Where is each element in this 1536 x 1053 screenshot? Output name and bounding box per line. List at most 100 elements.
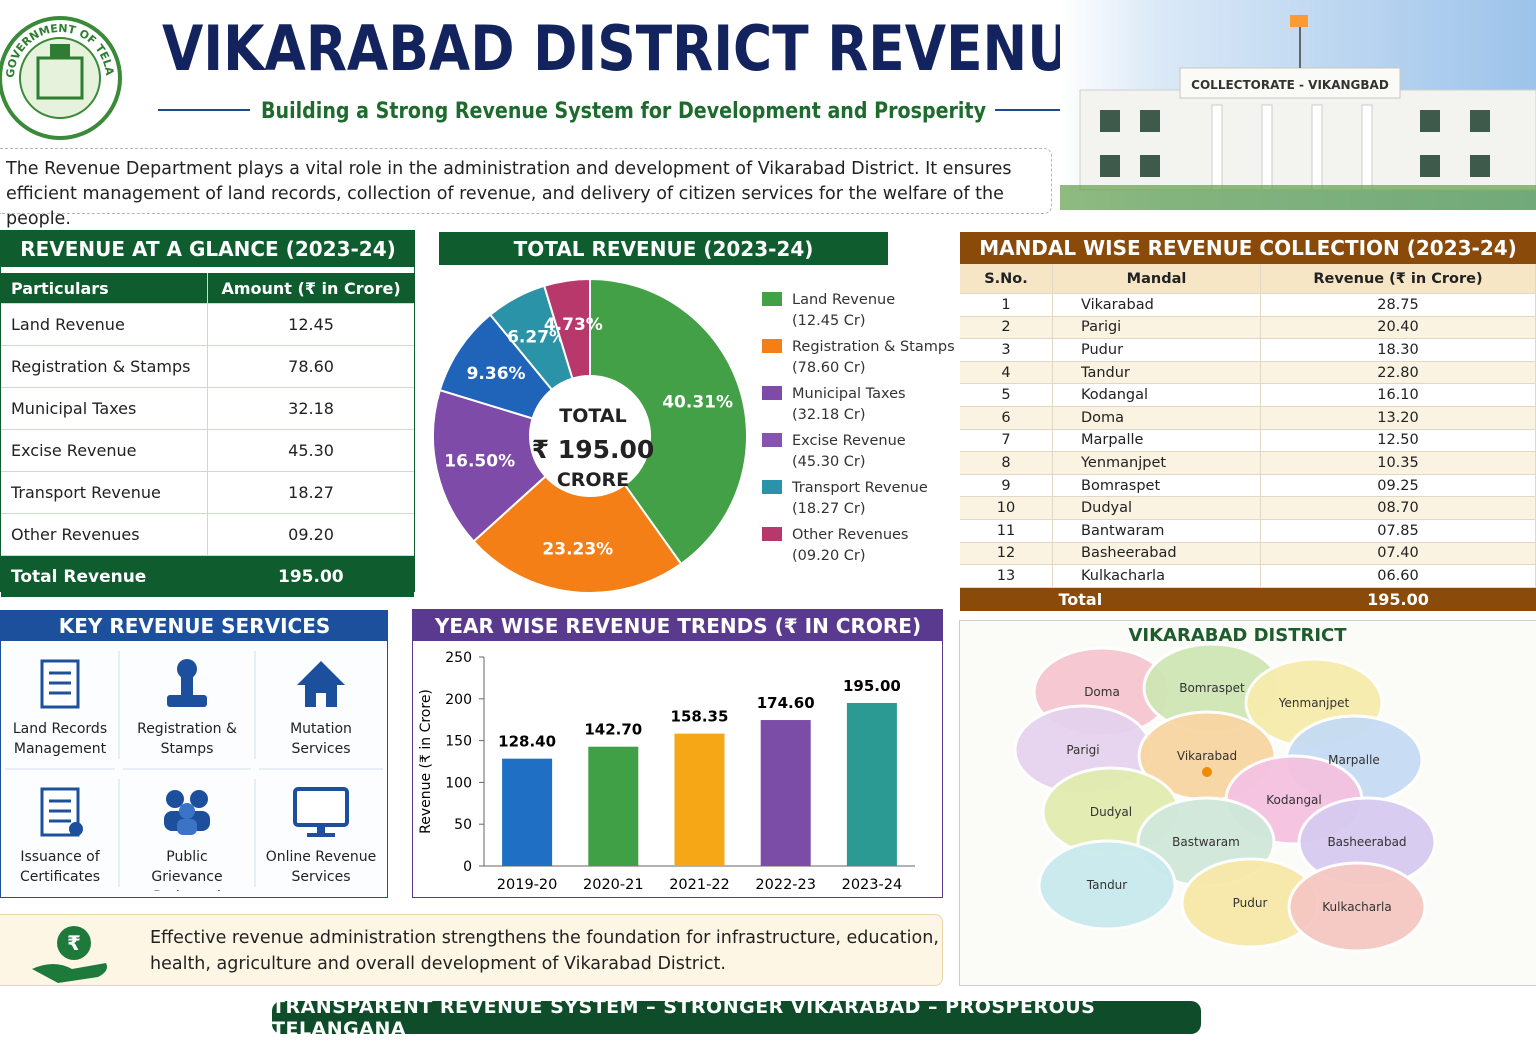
table-cell: 12 [960,542,1053,566]
icon [177,659,197,679]
map-label: Marpalle [1328,753,1380,767]
building-sign: COLLECTORATE - VIKANGBAD [1191,78,1389,92]
building: COLLECTORATE - VIKANGBAD [1060,0,1536,210]
service-label: Land Records Management [12,721,108,757]
table-cell: 07.40 [1260,542,1536,566]
map-label: Vikarabad [1177,749,1237,763]
table-cell: Doma [1052,406,1261,430]
y-tick-label: 150 [445,734,472,750]
x-tick-label: 2019-20 [497,877,558,893]
table-row: 9 Bomraspet 09.25 [960,474,1536,498]
table-cell: 4 [960,361,1053,385]
table-row: 13 Kulkacharla 06.60 [960,564,1536,588]
pie-slice [472,474,683,594]
table-row: 8 Yenmanjpet 10.35 [960,451,1536,475]
slice-label: 40.31% [662,393,733,413]
icon [179,803,195,819]
y-tick-label: 0 [463,859,472,875]
map-label: Bastwaram [1172,835,1240,849]
table-row: 12 Basheerabad 07.40 [960,542,1536,566]
total-spacer [960,587,1053,611]
bar-chart: 0 50 100 150 200 250 Revenue (₹ in Crore) 128.4… [418,650,915,893]
map-title: VIKARABAD DISTRICT [1128,625,1347,646]
service-label-box: Issuance of Certificates [19,849,100,885]
service-label: Issuance of Certificates [19,849,100,885]
icon [40,659,80,709]
table-row: 3 Pudur 18.30 [960,338,1536,362]
legend-label: Excise Revenue [792,433,906,449]
map-label: Parigi [1066,743,1099,757]
icon [317,825,325,833]
y-tick-label: 200 [445,692,472,708]
y-axis-label: Revenue (₹ in Crore) [418,689,434,834]
icon [307,833,335,837]
slice-label: 16.50% [444,452,515,472]
table-cell: Vikarabad [1052,293,1261,317]
map-label: Pudur [1233,896,1268,910]
value-label: 174.60 [757,694,815,712]
table-cell: 1 [960,293,1053,317]
pie-title: TOTAL REVENUE (2023-24) [439,232,888,265]
table-row: 7 Marpalle 12.50 [960,429,1536,453]
legend-label: Municipal Taxes [792,386,906,402]
table-cell: 10 [960,496,1053,520]
table-cell: 20.40 [1260,316,1536,340]
mandal-title: MANDAL WISE REVENUE COLLECTION (2023-24) [960,232,1536,264]
x-tick-label: 2023-24 [842,877,903,893]
icon [166,790,184,808]
map-region [1287,861,1427,953]
legend-swatch [762,292,782,306]
icon [297,661,345,685]
table-cell: 11 [960,519,1053,543]
note-icon: ₹ [32,926,107,983]
column-header: Mandal [1052,264,1261,294]
legend-detail: (45.30 Cr) [792,454,866,470]
map-label: Kulkacharla [1322,900,1391,914]
bar [760,720,811,866]
bar [674,733,725,866]
table-row: 1 Vikarabad 28.75 [960,293,1536,317]
slice-label: 4.73% [544,315,603,335]
glance-table: Particulars Amount (₹ in Crore) Land Reven… [1,273,414,597]
map-region [1037,839,1177,931]
table-cell: Kulkacharla [1052,564,1261,588]
intro: The Revenue Department plays a vital rol… [0,148,1052,229]
icon [190,790,208,808]
legend-swatch [762,386,782,400]
total-row: Total 195.00 [960,587,1536,611]
map-label: Dudyal [1090,805,1132,819]
service-label-box: Land Records Management [12,721,108,757]
icon [316,693,326,707]
legend-label: Registration & Stamps [792,339,955,355]
value-label: 195.00 [843,677,901,695]
glance-panel: REVENUE AT A GLANCE (2023-24) Particular… [0,230,415,597]
legend-detail: (78.60 Cr) [792,360,866,376]
table-row: Registration & Stamps 78.60 [1,345,414,388]
column-header: Amount (₹ in Crore) [207,273,414,304]
table-cell: 32.18 [207,387,414,430]
total-row: Total Revenue 195.00 [1,555,414,597]
services-panel: KEY REVENUE SERVICES Land Records Manage… [0,610,388,898]
center-label: CRORE [557,469,629,491]
table-header-row: S.No. Mandal Revenue (₹ in Crore) [960,264,1536,294]
table-cell: Basheerabad [1052,542,1261,566]
legend-swatch [762,433,782,447]
services-grid: Land Records Management Registration & St… [5,651,383,891]
title: VIKARABAD DISTRICT REVENUE [162,12,1107,85]
y-tick-label: 250 [445,650,472,666]
table-row: 6 Doma 13.20 [960,406,1536,430]
table-cell: Other Revenues [1,513,208,556]
table-row: Excise Revenue 45.30 [1,429,414,472]
table-cell: 12.50 [1260,429,1536,453]
table-cell: 09.25 [1260,474,1536,498]
table-cell: 18.30 [1260,338,1536,362]
map-label: Yenmanjpet [1278,696,1350,710]
icon [181,677,193,695]
slice-label: 9.36% [467,364,526,384]
value-label: 142.70 [584,721,642,739]
emblem: GOVERNMENT OF TELANGANA [0,0,122,140]
table-cell: Tandur [1052,361,1261,385]
pie-chart: 40.31% 23.23% 16.50% 9.36% 6.27%4.73% TOTAL ₹ … [432,277,955,594]
table-row: Transport Revenue 18.27 [1,471,414,514]
